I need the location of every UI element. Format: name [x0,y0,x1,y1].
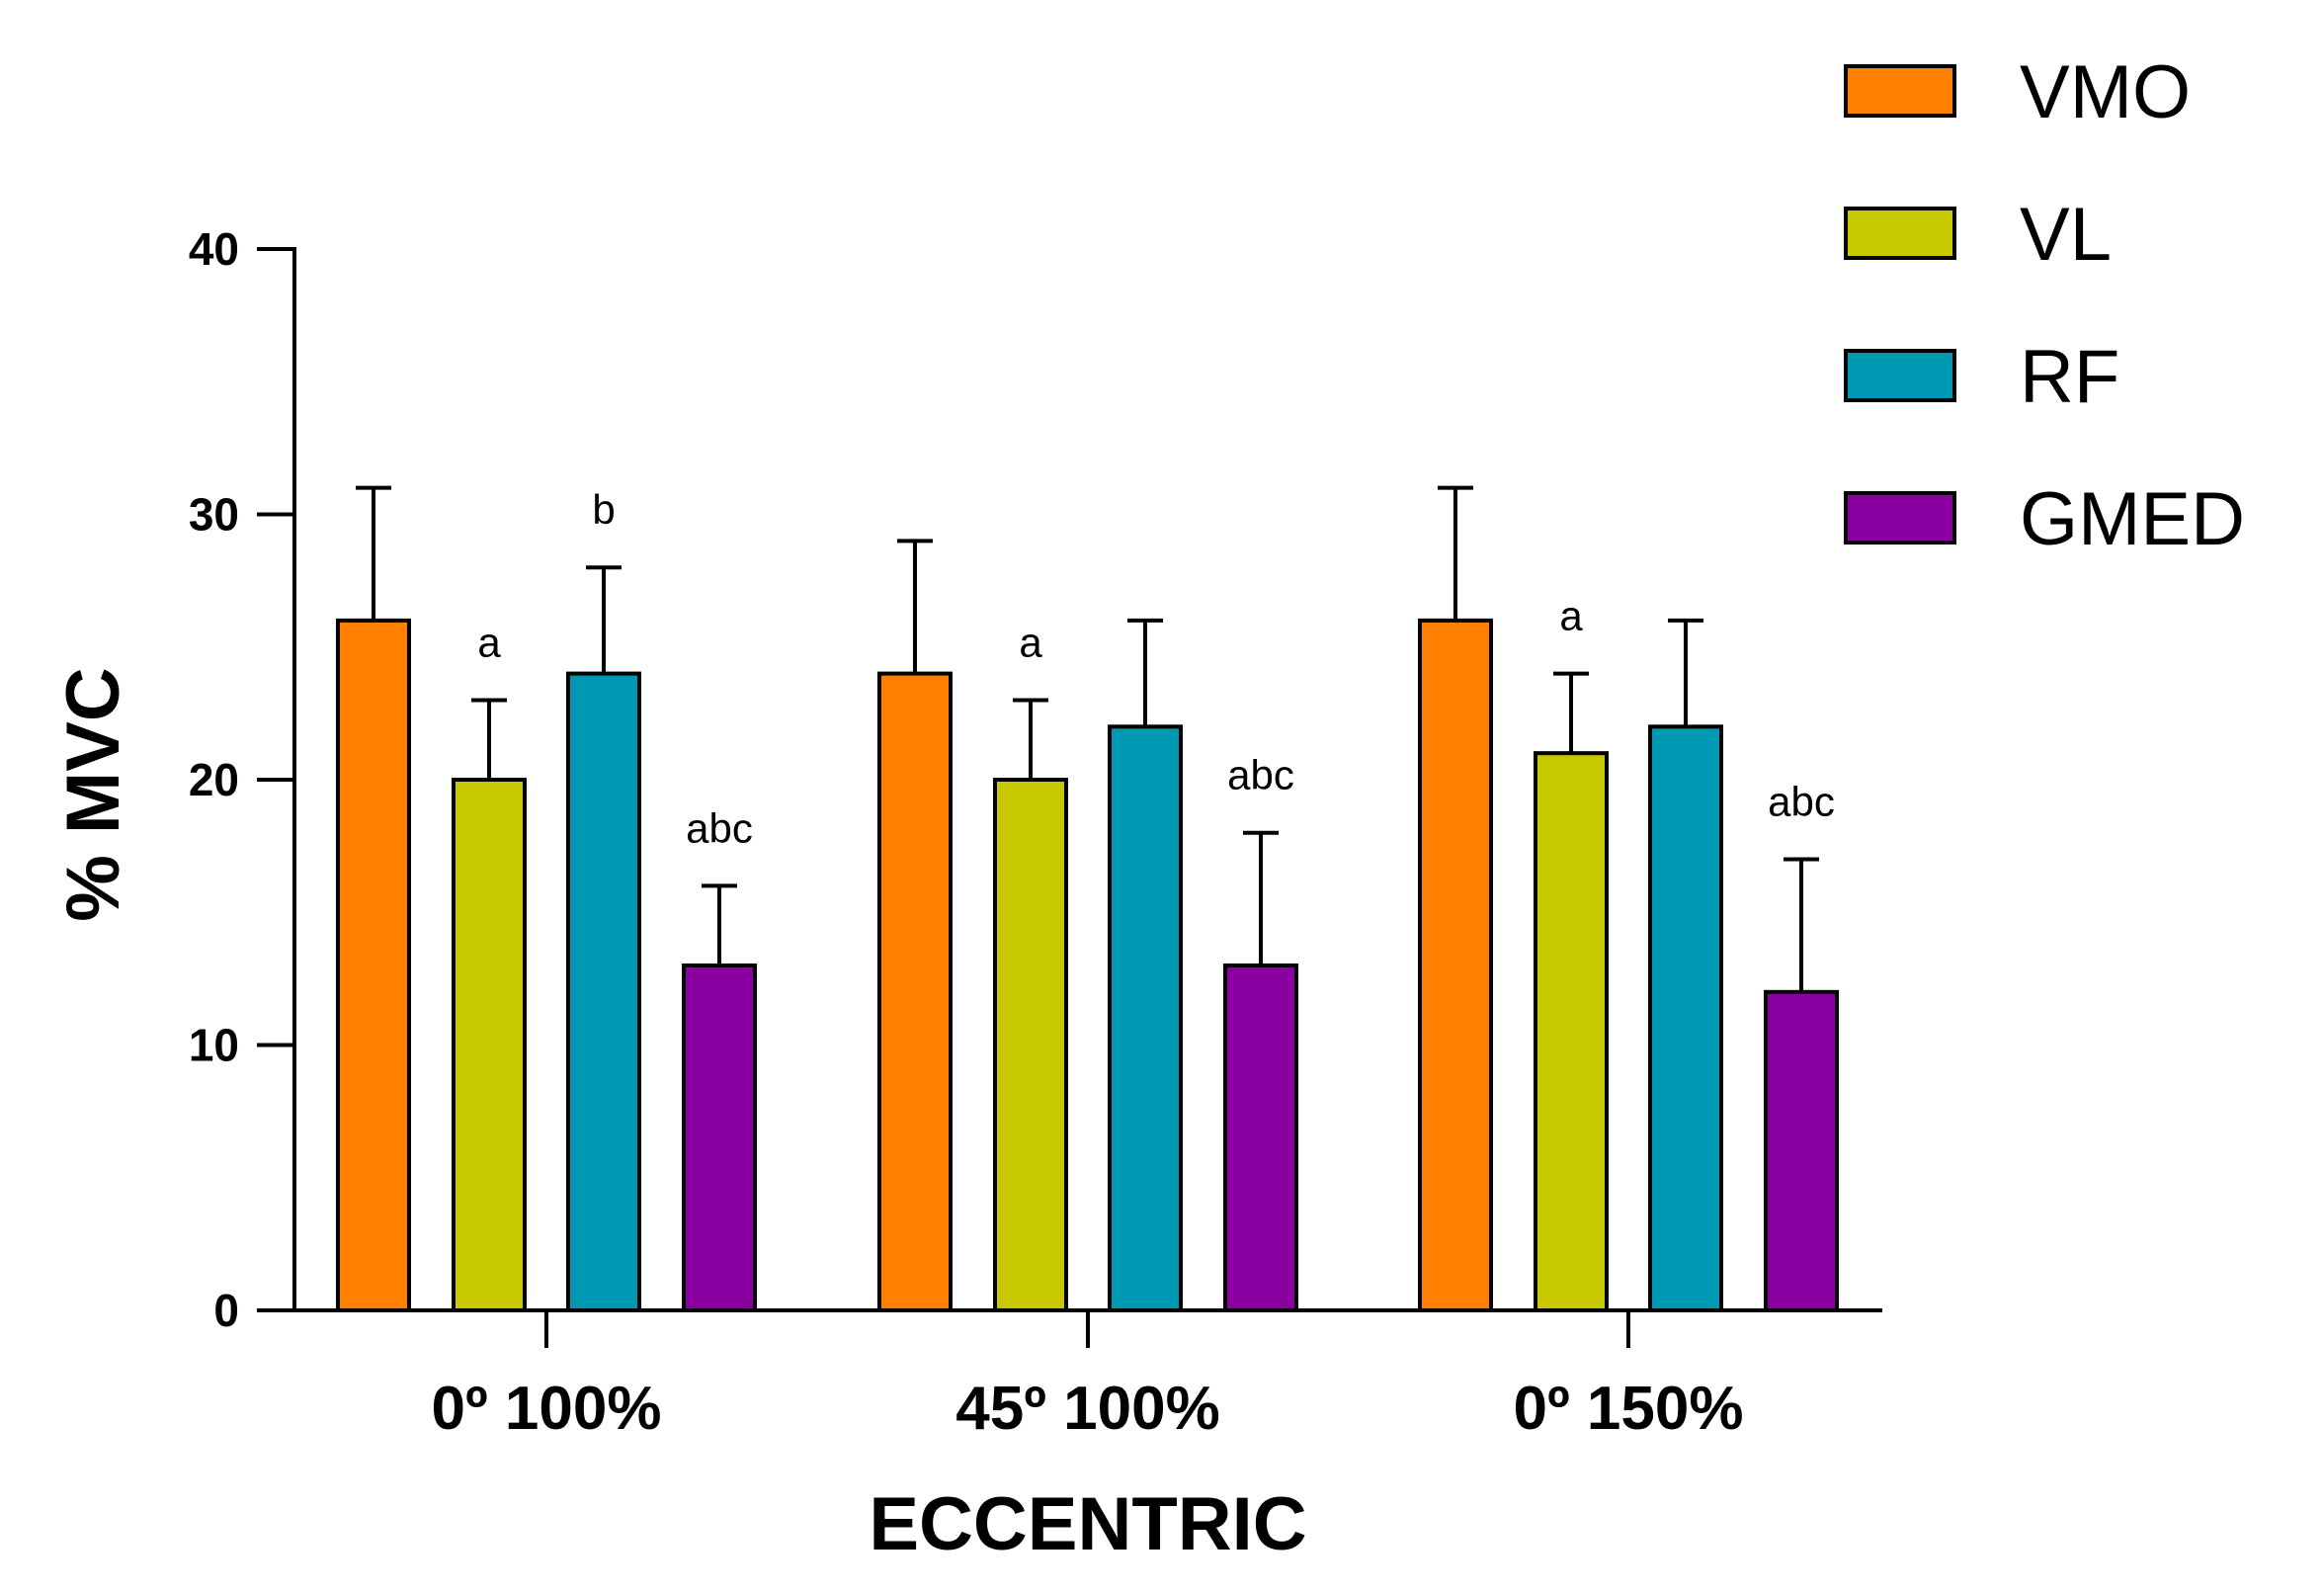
significance-label: abc [686,804,753,851]
bar-rf [1108,724,1183,1312]
bar-vl [452,778,527,1312]
legend-swatch-vl [1844,207,1956,260]
legend-label: VL [2020,193,2112,277]
significance-label: abc [1768,779,1835,825]
bar-vmo [1418,618,1493,1312]
significance-label: b [592,486,615,533]
x-tick-label: 0º 150% [1514,1375,1744,1443]
significance-label: a [1019,619,1042,665]
bar-gmed [1764,989,1839,1312]
y-axis-title: % MVC [51,667,135,922]
bar-vl [1534,751,1609,1312]
x-tick-label: 0º 100% [432,1375,662,1443]
significance-label: a [1559,593,1583,639]
legend-label: RF [2020,335,2119,419]
y-tick-label: 30 [189,489,239,541]
legend-swatch-vmo [1844,64,1956,118]
bar-vmo [877,671,953,1312]
y-tick-label: 0 [213,1285,239,1336]
x-tick-label: 45º 100% [955,1375,1219,1443]
y-tick-label: 40 [189,223,239,275]
y-tick-label: 10 [189,1020,239,1071]
legend-label: GMED [2020,477,2245,561]
bar-rf [566,671,641,1312]
significance-label: a [477,619,501,665]
bar-vmo [336,618,411,1312]
bar-gmed [1223,963,1298,1312]
bar-vl [993,778,1068,1312]
x-axis-title: ECCENTRIC [869,1482,1306,1566]
bar-rf [1648,724,1723,1312]
y-tick-label: 20 [189,754,239,805]
significance-label: abc [1227,752,1294,798]
bar-gmed [682,963,757,1312]
legend-swatch-gmed [1844,491,1956,545]
legend-swatch-rf [1844,349,1956,402]
legend-label: VMO [2020,50,2191,134]
